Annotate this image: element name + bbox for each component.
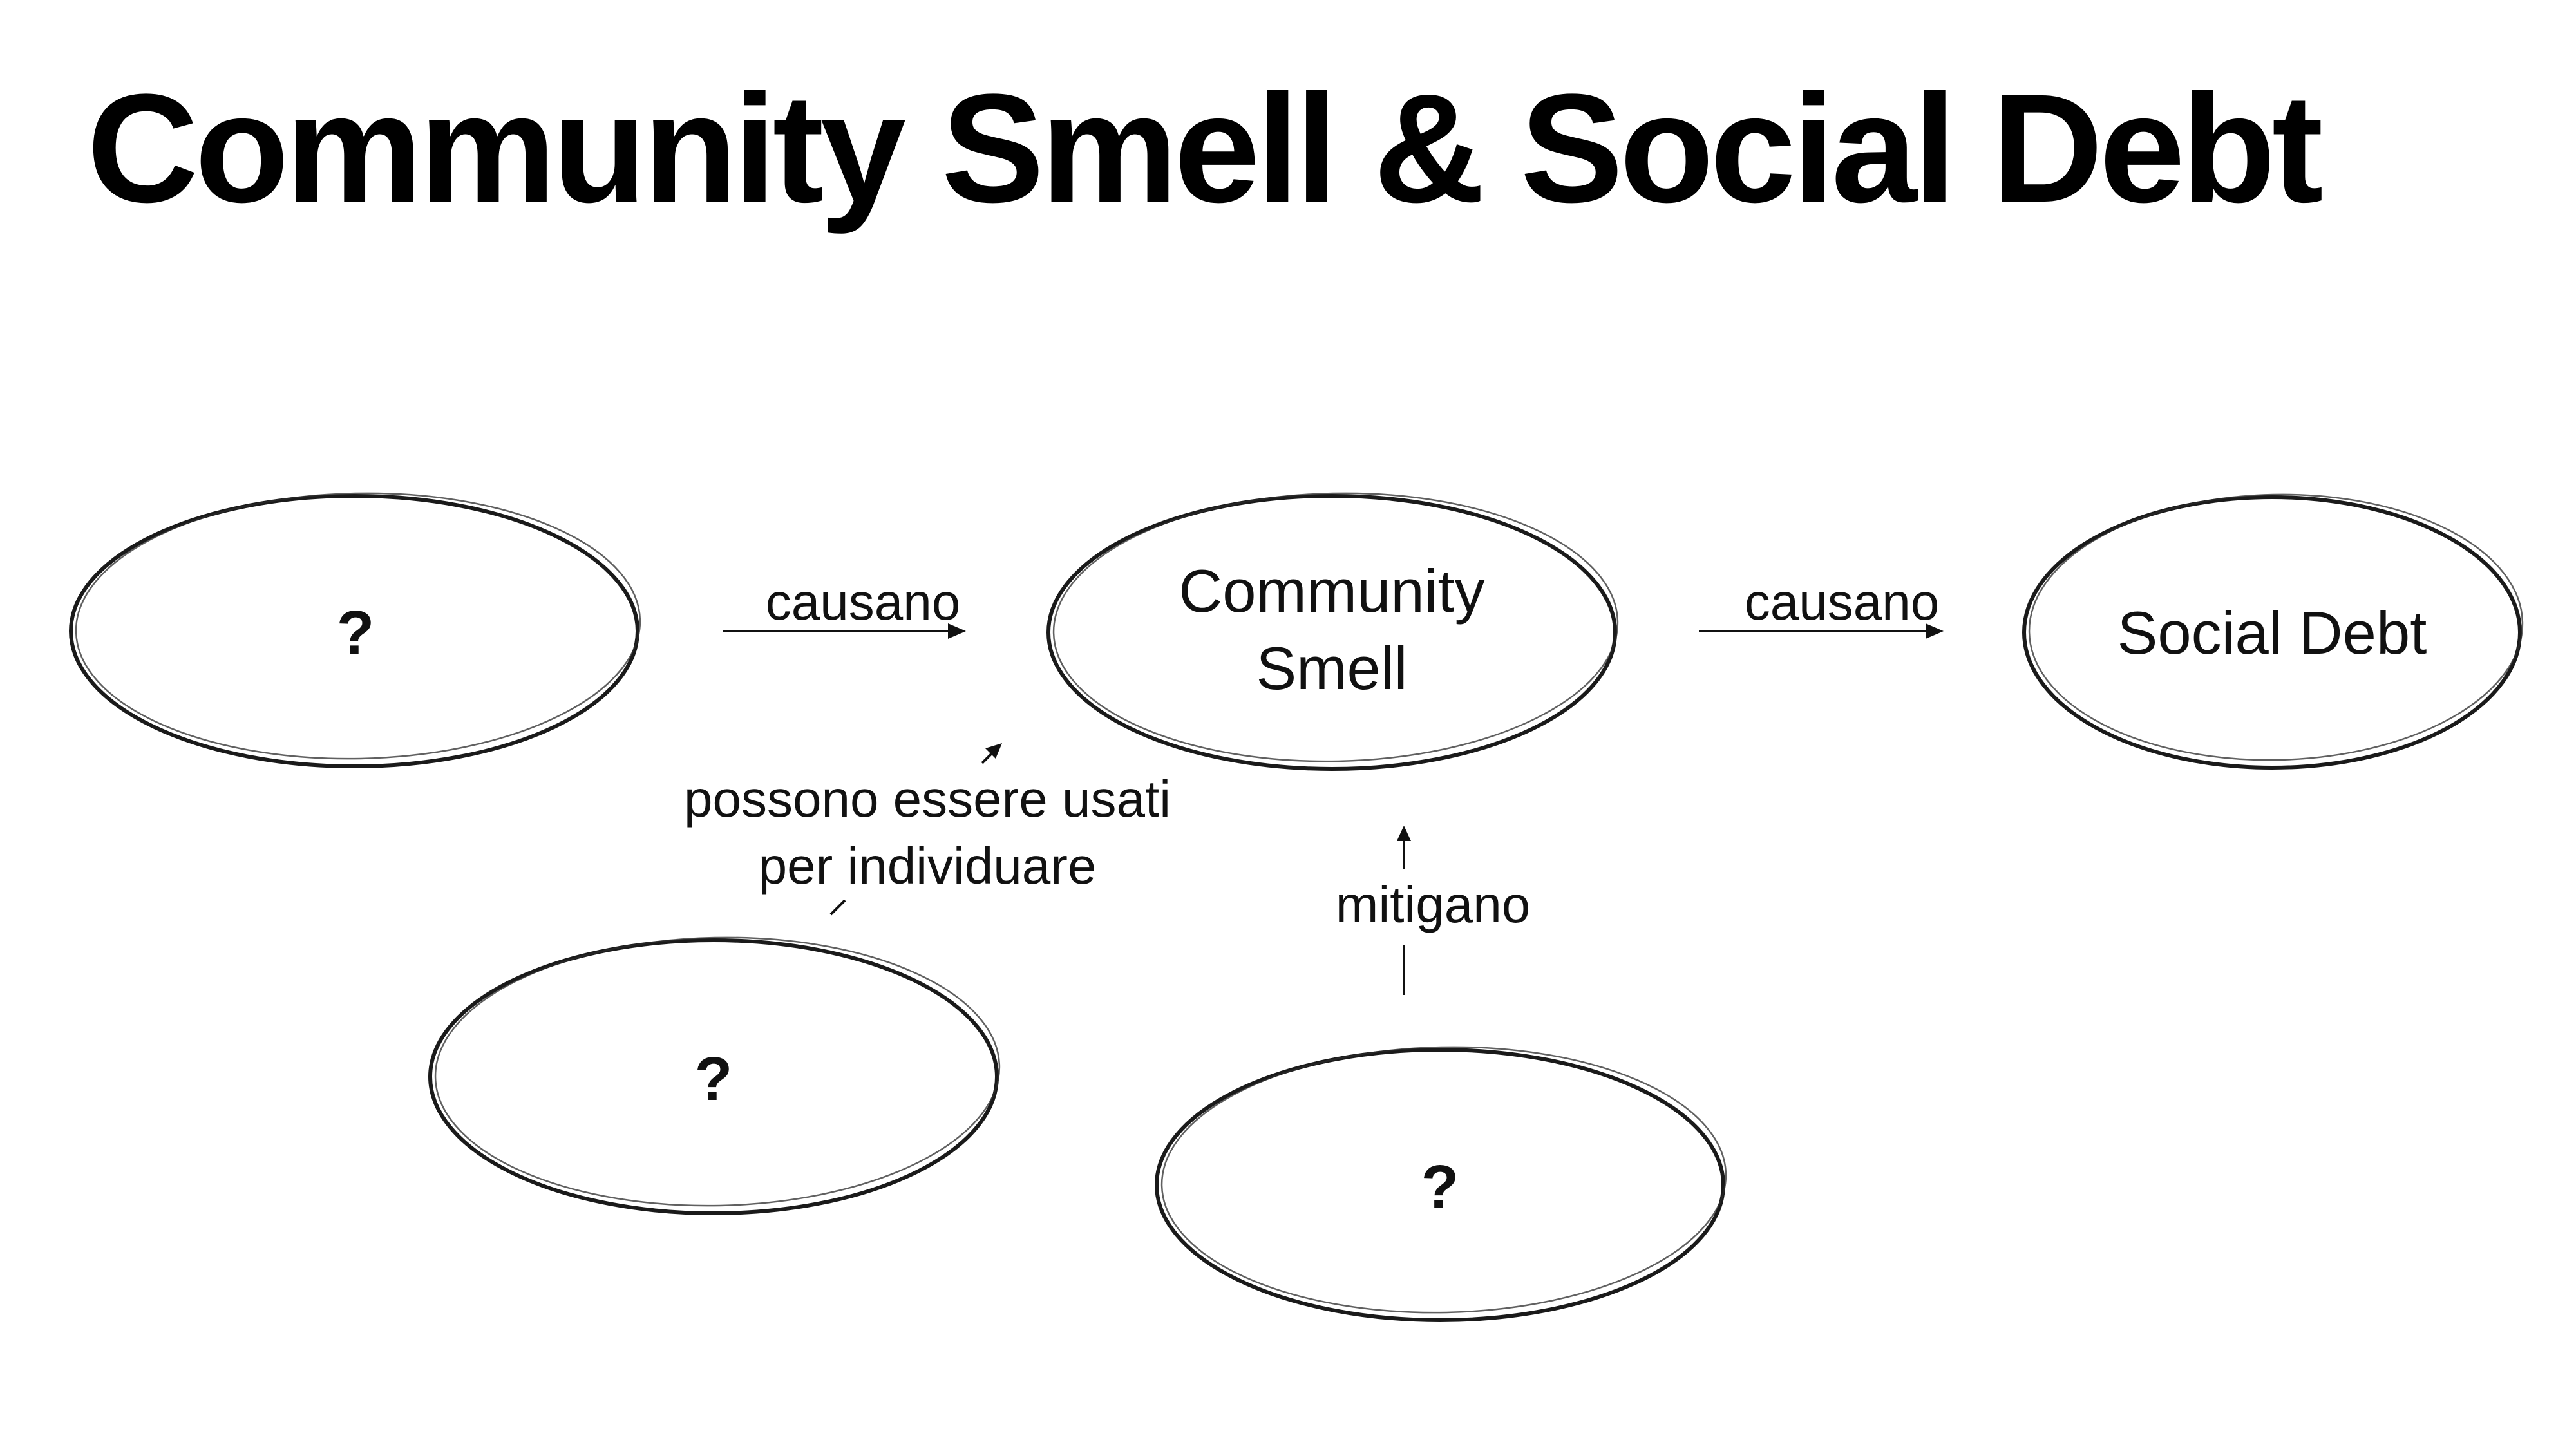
edge-smell-to-debt: causano (1699, 573, 1944, 639)
edge-mitigator-to-smell: mitigano (1336, 826, 1530, 995)
slide-title: Community Smell & Social Debt (87, 62, 2324, 234)
node-community-smell: Community Smell (1046, 492, 1619, 771)
node-unknown-detector: ? (428, 936, 1001, 1215)
node-unknown-mitigator-ellipse (1155, 1048, 1725, 1322)
node-social-debt-sketch-stroke (2028, 493, 2524, 761)
node-unknown-cause: ? (69, 492, 641, 768)
node-social-debt: Social Debt (2022, 493, 2524, 770)
edge-detector-to-smell-label-line2: per individuare (759, 837, 1097, 895)
node-community-smell-ellipse (1046, 494, 1617, 771)
node-unknown-mitigator-sketch-stroke (1160, 1046, 1727, 1314)
edge-cause-to-smell: causano (723, 573, 966, 639)
node-unknown-cause-ellipse (69, 494, 639, 768)
edge-cause-to-smell-label: causano (766, 573, 960, 630)
node-community-smell-label-line1: Community (1179, 557, 1484, 625)
node-community-smell-sketch-stroke (1052, 492, 1619, 762)
edge-detector-to-smell-label-line1: possono essere usati (684, 770, 1171, 828)
node-unknown-cause-label: ? (337, 598, 375, 667)
edge-mitigator-to-smell-label: mitigano (1336, 876, 1530, 933)
edge-cause-to-smell-arrowhead (948, 623, 966, 639)
node-social-debt-label: Social Debt (2117, 599, 2427, 667)
edge-smell-to-debt-label: causano (1745, 573, 1939, 630)
edge-detector-to-smell: possono essere usati per individuare (684, 743, 1171, 916)
node-unknown-detector-label: ? (695, 1045, 733, 1113)
node-community-smell-label-line2: Smell (1256, 634, 1407, 702)
node-social-debt-ellipse (2022, 495, 2522, 770)
edge-mitigator-to-smell-arrowhead (1397, 826, 1411, 841)
edge-smell-to-debt-arrowhead (1926, 623, 1944, 639)
edge-detector-to-smell-line-lower (829, 899, 846, 916)
node-unknown-mitigator: ? (1155, 1046, 1727, 1322)
edge-detector-to-smell-arrowhead (985, 743, 1002, 759)
node-unknown-detector-sketch-stroke (434, 936, 1001, 1207)
node-unknown-detector-ellipse (428, 938, 999, 1215)
edge-detector-to-smell-line-upper (981, 752, 993, 764)
node-unknown-cause-sketch-stroke (75, 492, 641, 760)
node-unknown-mitigator-label: ? (1421, 1153, 1459, 1222)
